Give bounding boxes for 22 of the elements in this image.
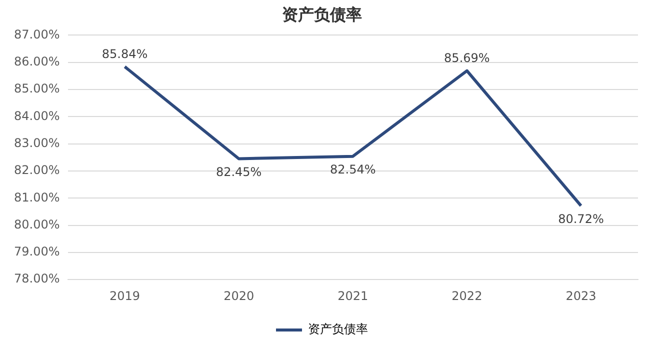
x-tick-label: 2022 [452, 288, 482, 303]
text: 85.69% [444, 50, 490, 65]
y-tick-label: 80.00% [14, 217, 60, 232]
y-tick-label: 87.00% [14, 27, 60, 42]
y-tick-label: 82.00% [14, 163, 60, 178]
y-tick-label: 85.00% [14, 82, 60, 96]
y-tick-label: 79.00% [14, 244, 60, 259]
text: 85.84% [102, 46, 148, 61]
text: 82.54% [330, 162, 376, 176]
y-tick-label: 86.00% [14, 54, 60, 68]
text: 80.72% [558, 212, 604, 226]
y-tick-label: 78.00% [14, 272, 60, 286]
y-tick-label: 84.00% [14, 108, 60, 123]
text: 82.45% [216, 164, 262, 179]
x-tick-label: 2020 [224, 288, 254, 303]
x-tick-label: 2019 [110, 288, 140, 303]
y-tick-label: 81.00% [14, 190, 60, 204]
legend-label: 资产负债率 [308, 322, 368, 336]
y-tick-label: 83.00% [14, 136, 60, 150]
chart-title: 资产负债率 [282, 4, 362, 24]
x-tick-label: 2021 [338, 288, 368, 303]
x-tick-label: 2023 [566, 288, 596, 303]
